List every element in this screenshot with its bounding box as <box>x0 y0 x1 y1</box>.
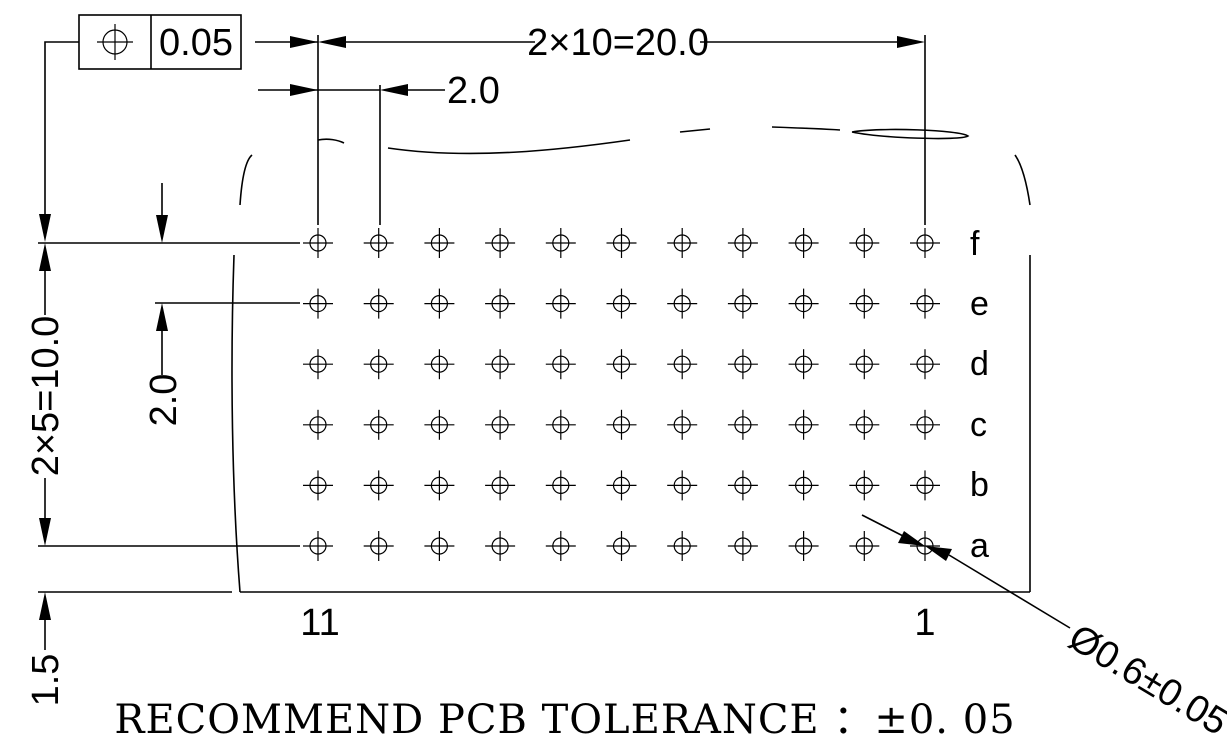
hole-icon <box>363 531 394 561</box>
hole-icon <box>727 470 758 501</box>
row-labels: f e d c b a <box>970 225 989 565</box>
hole-icon <box>485 288 516 319</box>
dimension-vertical-pitch: 2.0 <box>143 183 300 426</box>
hole-icon <box>545 288 576 319</box>
hole-icon <box>849 531 880 561</box>
feature-control-frame: 0.05 <box>39 14 242 242</box>
hole-icon <box>424 349 455 380</box>
hole-icon <box>485 409 516 440</box>
hole-icon <box>849 470 880 501</box>
hole-icon <box>606 531 637 561</box>
hole-icon <box>485 349 516 380</box>
column-label-right: 1 <box>914 602 935 644</box>
hole-icon <box>788 228 819 258</box>
row-label-d: d <box>970 345 989 383</box>
dimension-vertical-total: 2×5=10.0 <box>25 242 300 547</box>
hole-icon <box>910 288 940 319</box>
hole-icon <box>363 470 394 501</box>
hole-icon <box>788 288 819 319</box>
row-label-e: e <box>970 285 989 323</box>
hole-icon <box>667 228 698 258</box>
hole-icon <box>667 531 698 561</box>
hole-icon <box>303 349 333 380</box>
hole-icon <box>910 349 940 380</box>
hole-icon <box>788 409 819 440</box>
hole-icon <box>910 409 940 440</box>
row-label-b: b <box>970 466 989 504</box>
hole-icon <box>667 288 698 319</box>
hole-icon <box>849 349 880 380</box>
hole-icon <box>485 228 516 258</box>
dimension-horizontal-pitch: 2.0 <box>258 70 500 225</box>
row-label-c: c <box>970 406 987 444</box>
hole-icon <box>363 228 394 258</box>
hole-icon <box>788 531 819 561</box>
hole-icon <box>363 349 394 380</box>
edge-offset-label: 1.5 <box>25 654 67 707</box>
hole-icon <box>545 228 576 258</box>
hole-icon <box>545 349 576 380</box>
dimension-edge-offset: 1.5 <box>25 591 232 707</box>
hole-icon <box>606 409 637 440</box>
hole-icon <box>545 470 576 501</box>
hole-icon <box>424 288 455 319</box>
horizontal-total-label: 2×10=20.0 <box>527 22 709 64</box>
hole-icon <box>727 409 758 440</box>
hole-icon <box>303 228 333 258</box>
hole-icon <box>667 470 698 501</box>
horizontal-pitch-label: 2.0 <box>447 70 500 112</box>
hole-icon <box>606 349 637 380</box>
tolerance-note: RECOMMEND PCB TOLERANCE ：±0. 05 <box>114 697 1015 743</box>
hole-icon <box>424 531 455 561</box>
dimension-horizontal-total: 2×10=20.0 <box>255 22 926 225</box>
hole-icon <box>606 228 637 258</box>
hole-icon <box>303 409 333 440</box>
vertical-pitch-label: 2.0 <box>143 374 185 427</box>
hole-icon <box>606 288 637 319</box>
hole-icon <box>303 288 333 319</box>
hole-icon <box>545 531 576 561</box>
hole-icon <box>727 228 758 258</box>
hole-icon <box>303 470 333 501</box>
hole-icon <box>485 531 516 561</box>
hole-icon <box>424 470 455 501</box>
vertical-total-label: 2×5=10.0 <box>25 316 67 477</box>
hole-icon <box>606 470 637 501</box>
hole-icon <box>849 409 880 440</box>
column-label-left: 11 <box>300 602 339 644</box>
hole-icon <box>910 228 940 258</box>
row-label-a: a <box>970 527 989 565</box>
hole-icon <box>363 288 394 319</box>
hole-icon <box>788 470 819 501</box>
fcf-value: 0.05 <box>159 22 233 64</box>
hole-icon <box>424 409 455 440</box>
hole-icon <box>363 409 394 440</box>
hole-icon <box>849 288 880 319</box>
hole-icon <box>485 470 516 501</box>
hole-icon <box>727 288 758 319</box>
hole-icon <box>727 531 758 561</box>
hole-icon <box>667 349 698 380</box>
hole-icon <box>424 228 455 258</box>
hole-icon <box>727 349 758 380</box>
hole-icon <box>910 470 940 501</box>
hole-icon <box>788 349 819 380</box>
hole-icon <box>303 531 333 561</box>
row-label-f: f <box>970 225 980 263</box>
hole-grid <box>303 228 940 561</box>
hole-icon <box>667 409 698 440</box>
position-tolerance-icon <box>97 24 133 60</box>
hole-icon <box>849 228 880 258</box>
hole-icon <box>545 409 576 440</box>
hole-diameter-label: Ø0.6±0.05 <box>1061 617 1227 744</box>
connector-outline <box>231 126 1031 593</box>
